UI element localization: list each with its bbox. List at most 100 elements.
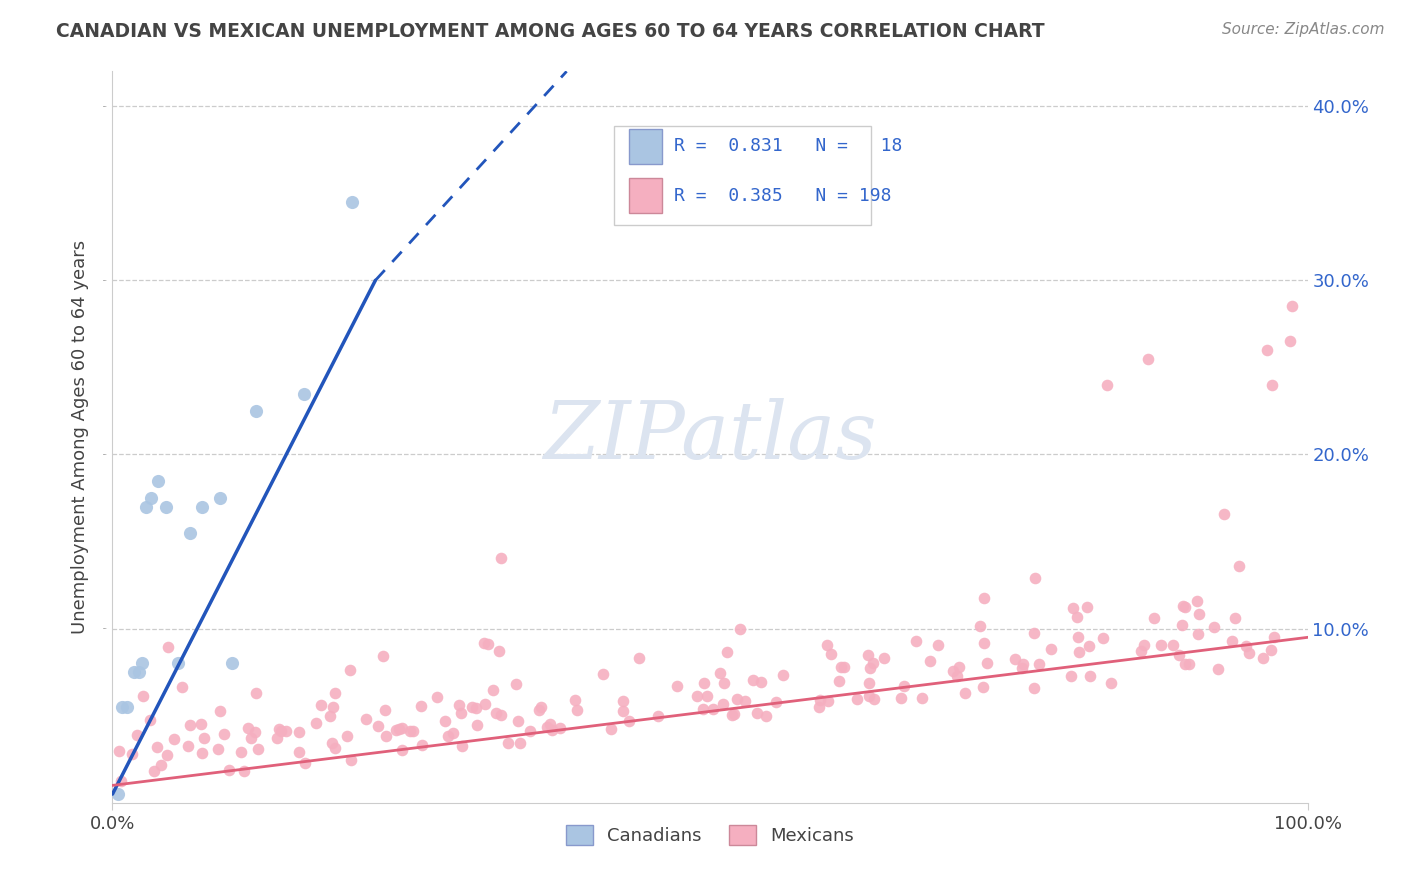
Point — [665, 679, 688, 693]
Point — [231, 746, 253, 760]
Point — [1225, 611, 1247, 625]
Point — [190, 746, 212, 760]
Point — [156, 640, 179, 654]
Point — [288, 724, 311, 739]
Point — [135, 500, 157, 514]
Point — [110, 774, 132, 789]
Point — [477, 637, 499, 651]
Text: R =  0.831   N =   18: R = 0.831 N = 18 — [675, 137, 903, 155]
Point — [321, 736, 343, 750]
Point — [489, 707, 512, 722]
Point — [1076, 600, 1098, 615]
Point — [305, 715, 328, 730]
Point — [612, 704, 634, 718]
Point — [1212, 507, 1234, 521]
Point — [128, 665, 150, 680]
Point — [592, 666, 614, 681]
Point — [461, 700, 484, 714]
Point — [817, 694, 839, 708]
Point — [1177, 657, 1199, 671]
Point — [1150, 639, 1173, 653]
Point — [388, 722, 411, 736]
Point — [434, 714, 457, 728]
Point — [765, 695, 787, 709]
Point — [1067, 630, 1090, 644]
Point — [745, 706, 768, 721]
Point — [893, 679, 915, 693]
Point — [948, 660, 970, 674]
Point — [565, 703, 588, 717]
Point — [107, 787, 129, 801]
Point — [1279, 334, 1302, 349]
Point — [1062, 600, 1084, 615]
Point — [1024, 571, 1046, 585]
Point — [373, 648, 395, 663]
Point — [339, 663, 361, 677]
Point — [1204, 620, 1226, 634]
Point — [374, 703, 396, 717]
Point — [496, 736, 519, 750]
Point — [450, 739, 472, 753]
Point — [274, 724, 297, 739]
Point — [1220, 633, 1243, 648]
Point — [245, 725, 267, 739]
Point — [723, 707, 745, 722]
Point — [953, 686, 976, 700]
Point — [755, 709, 778, 723]
Y-axis label: Unemployment Among Ages 60 to 64 years: Unemployment Among Ages 60 to 64 years — [72, 240, 90, 634]
Point — [1099, 675, 1122, 690]
Point — [209, 491, 232, 505]
Point — [1260, 377, 1282, 392]
Point — [245, 404, 267, 418]
Point — [121, 747, 143, 762]
Point — [846, 691, 869, 706]
Point — [207, 742, 229, 756]
Point — [385, 723, 408, 737]
Point — [111, 700, 134, 714]
Point — [294, 756, 316, 770]
Point — [163, 732, 186, 747]
Point — [170, 681, 193, 695]
Point — [1091, 631, 1114, 645]
Point — [236, 721, 259, 735]
Point — [488, 644, 510, 658]
Point — [450, 706, 472, 720]
Point — [426, 690, 449, 704]
Point — [239, 731, 262, 745]
Point — [946, 669, 969, 683]
Point — [862, 656, 884, 670]
Point — [1281, 300, 1303, 314]
Point — [721, 707, 744, 722]
Point — [911, 691, 934, 706]
Point — [411, 739, 433, 753]
Point — [218, 763, 240, 777]
Point — [409, 699, 432, 714]
Point — [713, 676, 735, 690]
Point — [322, 700, 344, 714]
Point — [340, 753, 363, 767]
Point — [139, 713, 162, 727]
Point — [325, 740, 347, 755]
Point — [437, 729, 460, 743]
Point — [245, 686, 267, 700]
Point — [391, 743, 413, 757]
Point — [927, 638, 949, 652]
Point — [548, 721, 571, 735]
Point — [491, 550, 513, 565]
Point — [179, 525, 201, 540]
Point — [969, 619, 991, 633]
Point — [505, 677, 527, 691]
Point — [734, 694, 756, 708]
Point — [472, 636, 495, 650]
Point — [538, 717, 561, 731]
Point — [447, 698, 470, 712]
Point — [600, 722, 623, 736]
Text: Source: ZipAtlas.com: Source: ZipAtlas.com — [1222, 22, 1385, 37]
Point — [741, 673, 763, 688]
Point — [108, 744, 131, 758]
Point — [1206, 662, 1229, 676]
Point — [858, 689, 880, 703]
Point — [132, 689, 155, 703]
Point — [485, 706, 508, 720]
Point — [155, 747, 177, 762]
